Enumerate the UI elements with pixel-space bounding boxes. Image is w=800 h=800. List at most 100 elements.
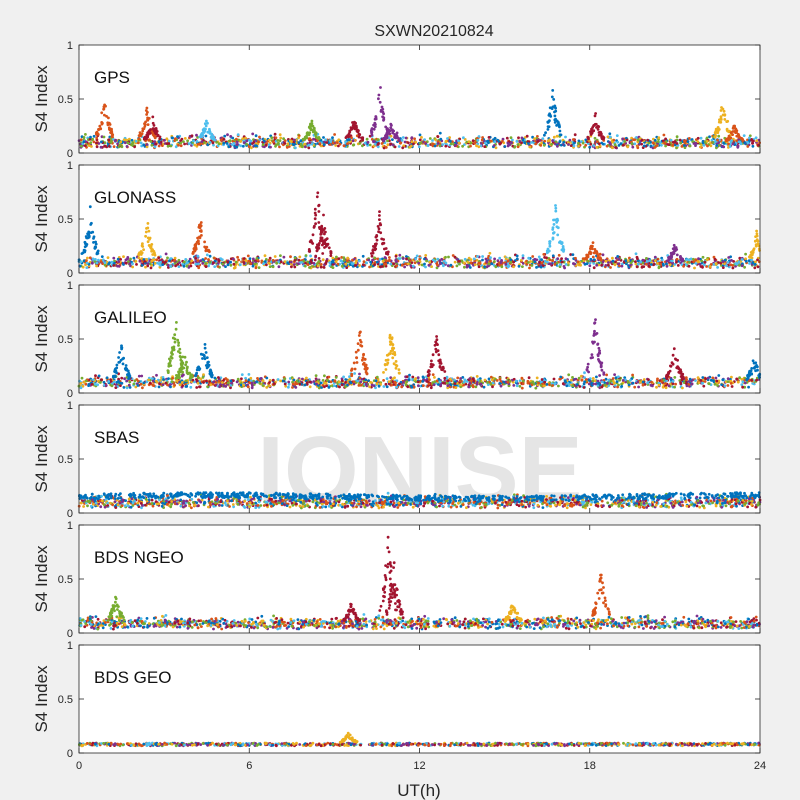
data-point <box>616 255 620 258</box>
data-point <box>606 135 610 139</box>
data-point <box>613 263 617 267</box>
data-point <box>283 142 287 145</box>
data-point <box>276 378 280 381</box>
data-point <box>88 256 92 260</box>
data-point <box>242 257 246 260</box>
data-point <box>195 133 198 137</box>
data-point <box>221 262 225 266</box>
data-point <box>204 265 208 268</box>
data-point <box>675 257 679 261</box>
data-point <box>438 380 442 384</box>
data-point <box>247 373 251 376</box>
data-point <box>387 380 391 383</box>
data-point <box>633 142 637 146</box>
data-point <box>407 141 410 145</box>
data-point <box>513 145 517 148</box>
data-point <box>108 145 111 148</box>
data-point <box>663 141 666 145</box>
data-point <box>723 384 727 388</box>
data-point <box>595 375 598 379</box>
data-point <box>549 115 553 118</box>
data-point <box>370 131 374 135</box>
data-point <box>309 122 312 126</box>
data-point <box>378 257 382 261</box>
data-point <box>293 138 296 142</box>
data-point <box>297 136 300 140</box>
data-point <box>156 261 160 265</box>
data-point <box>206 121 209 125</box>
data-point <box>433 260 437 263</box>
data-point <box>469 144 472 148</box>
data-point <box>740 383 744 386</box>
data-point <box>714 262 718 266</box>
data-point <box>640 142 643 146</box>
data-point <box>542 143 546 147</box>
data-point <box>244 379 248 383</box>
data-point <box>609 379 613 383</box>
data-point <box>382 241 386 245</box>
data-point <box>711 376 715 380</box>
data-point <box>612 382 616 385</box>
data-point <box>688 377 692 381</box>
data-point <box>614 260 617 264</box>
data-point <box>589 131 593 135</box>
data-point <box>562 265 566 268</box>
data-point <box>329 254 333 257</box>
data-point <box>354 126 358 130</box>
data-point <box>578 385 582 388</box>
data-point <box>569 144 573 148</box>
data-point <box>252 257 255 261</box>
data-point <box>132 256 136 260</box>
data-point <box>228 139 232 143</box>
data-point <box>670 256 673 260</box>
data-point <box>329 380 333 384</box>
data-point <box>433 376 436 379</box>
data-point <box>94 258 97 261</box>
data-point <box>657 136 661 140</box>
data-point <box>455 257 459 261</box>
data-point <box>338 142 342 146</box>
data-point <box>427 382 431 386</box>
data-point <box>195 386 199 389</box>
data-point <box>342 258 346 262</box>
data-point <box>367 379 370 382</box>
data-point <box>507 264 511 268</box>
data-point <box>324 381 328 385</box>
data-point <box>319 265 323 269</box>
data-point <box>697 257 700 261</box>
data-point <box>417 145 421 149</box>
data-point <box>91 257 95 261</box>
data-point <box>463 138 467 141</box>
data-point <box>229 135 233 138</box>
data-point <box>696 260 700 264</box>
data-point <box>248 138 251 142</box>
data-point <box>740 377 744 381</box>
data-point <box>254 139 257 142</box>
data-point <box>478 261 482 265</box>
data-point <box>120 145 124 149</box>
data-point <box>104 104 107 108</box>
data-point <box>384 146 388 149</box>
data-point <box>342 144 346 148</box>
data-point <box>603 383 607 387</box>
data-point <box>232 266 236 270</box>
data-point <box>91 137 94 141</box>
data-point <box>755 229 758 233</box>
data-point <box>286 261 290 265</box>
data-point <box>324 261 328 265</box>
data-point <box>407 378 411 382</box>
data-point <box>313 211 317 215</box>
data-point <box>103 144 106 148</box>
data-point <box>385 259 388 263</box>
data-point <box>418 257 422 261</box>
data-point <box>147 138 151 142</box>
data-point <box>372 139 375 143</box>
data-point <box>611 140 614 144</box>
data-point <box>358 372 361 376</box>
data-point <box>82 136 86 139</box>
data-point <box>613 143 617 147</box>
data-point <box>131 141 135 144</box>
data-point <box>590 127 593 131</box>
data-point <box>318 227 322 231</box>
